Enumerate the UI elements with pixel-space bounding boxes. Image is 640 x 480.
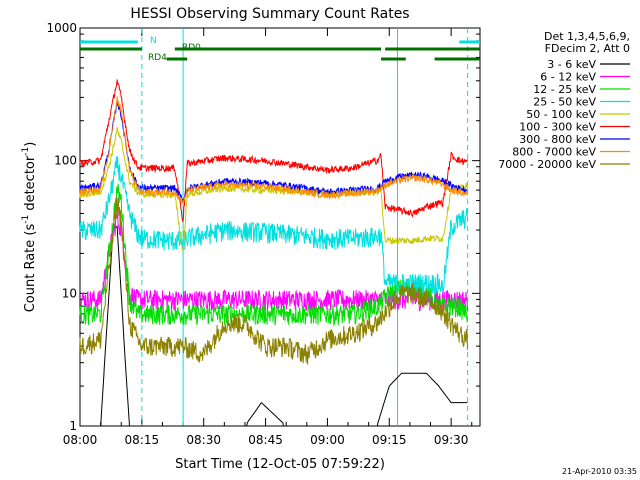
axis-ticks	[79, 27, 480, 427]
legend-entry-label: 100 - 300 keV	[519, 121, 596, 134]
legend: Det 1,3,4,5,6,9, FDecim 2, Att 0 3 - 6 k…	[498, 30, 630, 171]
x-tick-label: 09:00	[310, 433, 345, 447]
observing-flags: N RD0 RD4	[80, 36, 480, 63]
x-tick-labels: 08:00 08:15 08:30 08:45 09:00 09:15 09:30	[63, 433, 469, 447]
legend-header-line-2: FDecim 2, Att 0	[545, 42, 630, 55]
series-line	[79, 126, 468, 252]
legend-entry-label: 12 - 25 keV	[533, 83, 596, 96]
x-tick-label: 09:30	[434, 433, 469, 447]
flag-label: RD4	[148, 53, 167, 63]
flag-label: N	[150, 36, 157, 46]
series-line	[79, 196, 468, 365]
chart-title: HESSI Observing Summary Count Rates	[130, 6, 409, 22]
x-tick-label: 08:30	[186, 433, 221, 447]
legend-entry-label: 6 - 12 keV	[540, 71, 596, 84]
legend-header-line-1: Det 1,3,4,5,6,9,	[544, 30, 630, 43]
y-tick-label: 100	[54, 154, 77, 168]
y-axis-label: Count Rate (s-1 detector-1)	[21, 142, 38, 313]
y-axis-label-sup1: -1	[21, 215, 31, 224]
legend-entry-label: 25 - 50 keV	[533, 96, 596, 109]
timestamp: 21-Apr-2010 03:35	[562, 467, 637, 476]
series-line	[79, 156, 468, 295]
x-tick-label: 09:15	[372, 433, 407, 447]
y-tick-label: 10	[62, 286, 77, 300]
legend-entry-label: 3 - 6 keV	[547, 58, 596, 71]
y-axis-label-sup2: -1	[21, 147, 31, 156]
y-axis-label-end: )	[23, 142, 38, 147]
x-axis-label: Start Time (12-Oct-05 07:59:22)	[175, 457, 385, 472]
x-tick-label: 08:45	[248, 433, 283, 447]
y-axis-label-mid: detector	[23, 155, 38, 215]
y-tick-label: 1000	[46, 21, 77, 35]
legend-entry-label: 300 - 800 keV	[519, 133, 596, 146]
y-axis-label-main: Count Rate (s	[23, 224, 38, 313]
series-line	[80, 225, 468, 427]
legend-entry-label: 50 - 100 keV	[526, 108, 596, 121]
series-lines	[79, 79, 468, 427]
series-line	[79, 79, 468, 223]
series-line	[79, 96, 468, 204]
y-tick-labels: 1 10 100 1000	[46, 21, 77, 433]
x-tick-label: 08:00	[63, 433, 98, 447]
attenuator-markers	[141, 28, 469, 426]
legend-entry-label: 800 - 7000 keV	[512, 146, 596, 159]
series-line	[79, 209, 468, 312]
flag-label: RD0	[182, 43, 201, 53]
x-tick-label: 08:15	[125, 433, 160, 447]
legend-entry-label: 7000 - 20000 keV	[498, 158, 596, 171]
y-tick-label: 1	[69, 419, 77, 433]
